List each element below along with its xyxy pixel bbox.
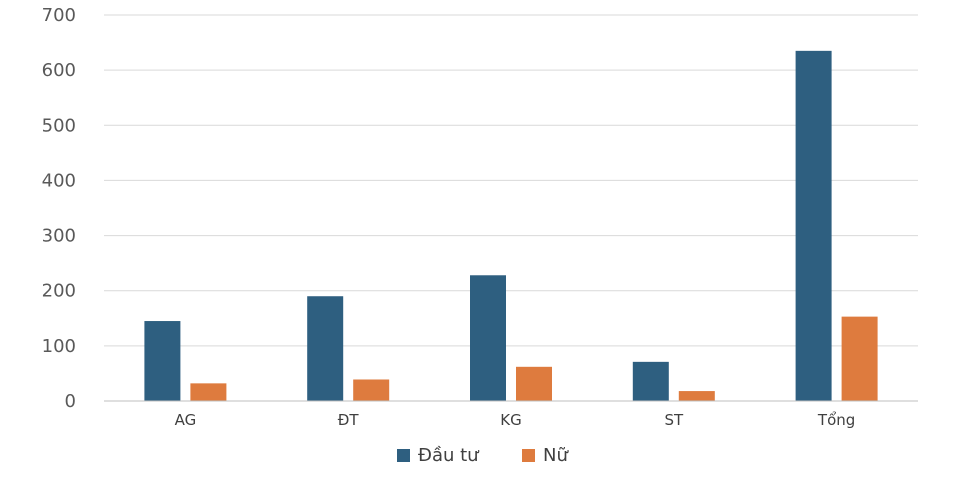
y-tick-label: 200 [42, 281, 76, 302]
x-tick-label: AG [175, 411, 197, 429]
y-tick-label: 600 [42, 60, 76, 81]
bar-series-2-KG [516, 366, 552, 401]
bar-series-2-ĐT [353, 379, 390, 401]
legend-swatch-series-1 [397, 449, 410, 462]
x-tick-label: Tổng [817, 411, 855, 429]
bar-series-2-Tổng [841, 316, 878, 401]
y-tick-label: 300 [42, 226, 76, 247]
x-tick-label: KG [500, 411, 521, 429]
x-tick-label: ĐT [338, 411, 360, 429]
bar-series-2-AG [190, 383, 227, 401]
y-tick-label: 0 [65, 391, 76, 412]
legend: Đầu tư Nữ [397, 445, 569, 466]
bar-series-1-KG [470, 275, 506, 401]
bar-series-1-Tổng [795, 50, 832, 401]
legend-label-series-1: Đầu tư [418, 445, 480, 466]
x-axis-tick-labels: AG ĐT KG ST Tổng [175, 411, 856, 429]
legend-swatch-series-2 [522, 449, 535, 462]
bar-series-1-AG [144, 321, 181, 401]
y-tick-label: 500 [42, 115, 76, 136]
legend-label-series-2: Nữ [543, 445, 569, 466]
y-tick-label: 700 [42, 5, 76, 26]
y-tick-label: 100 [42, 336, 76, 357]
y-axis-tick-labels: 0 100 200 300 400 500 600 700 [42, 5, 76, 412]
y-tick-label: 400 [42, 170, 76, 191]
bar-series-1-ĐT [307, 296, 344, 401]
bar-series-2-ST [678, 391, 715, 401]
x-tick-label: ST [664, 411, 684, 429]
gridlines [104, 14, 918, 347]
bars [144, 50, 878, 401]
bar-series-1-ST [632, 361, 669, 401]
